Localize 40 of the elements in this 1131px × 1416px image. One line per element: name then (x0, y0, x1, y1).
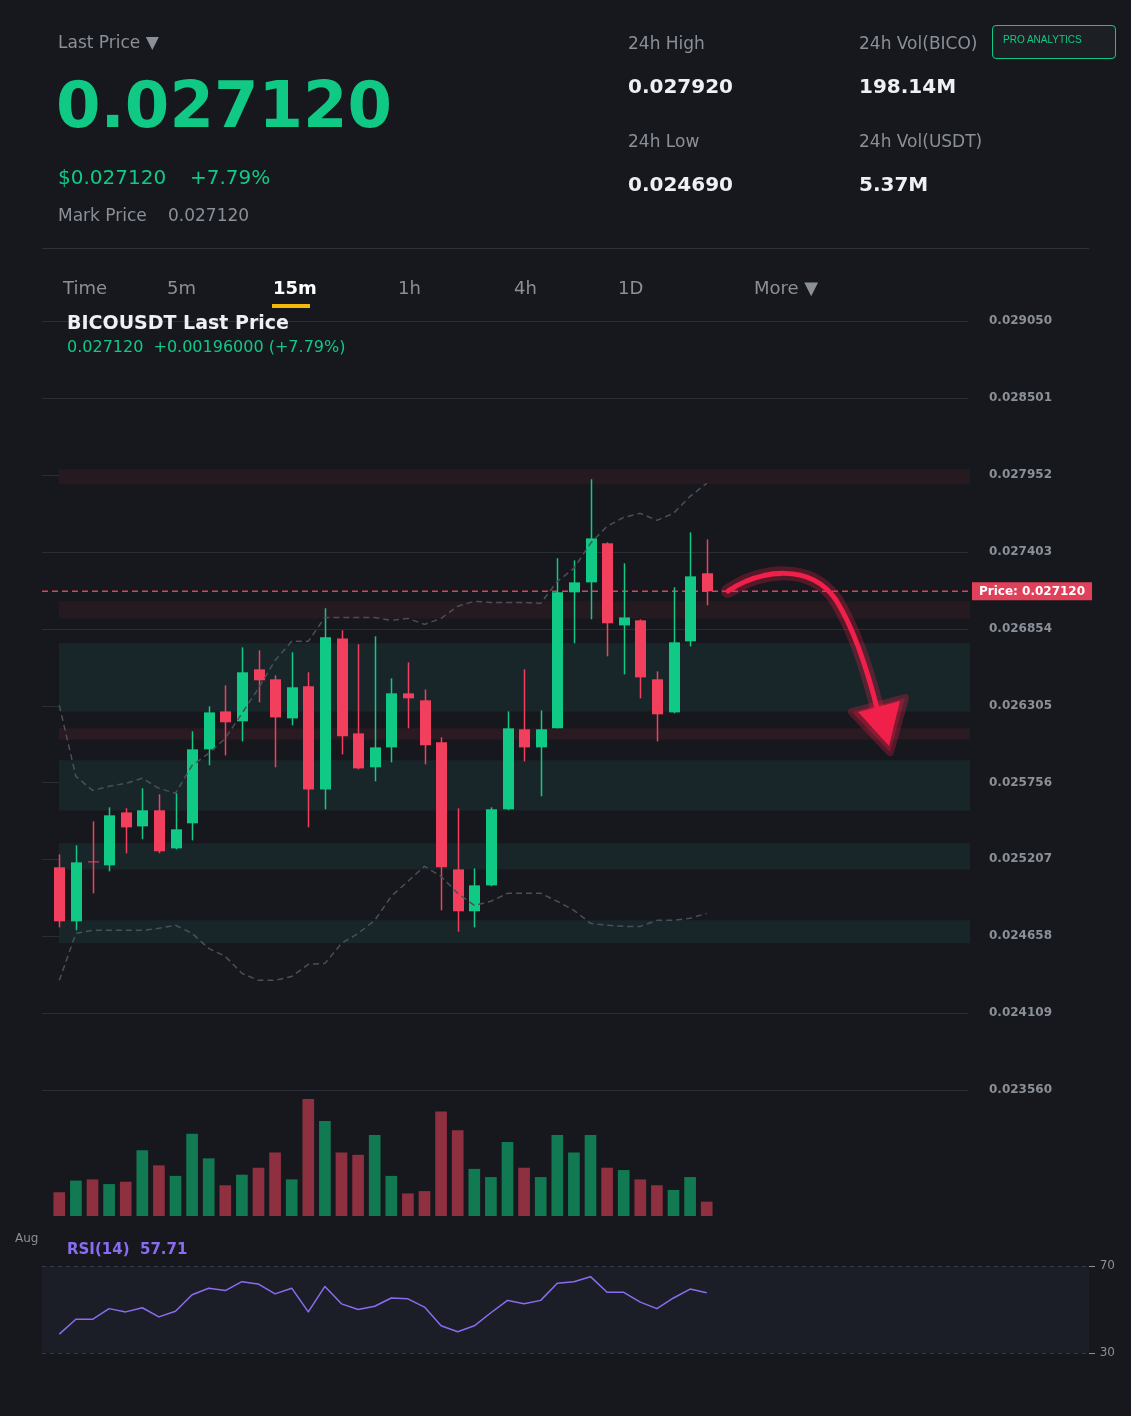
text: 24h High (628, 33, 705, 53)
text: 198.14M (859, 74, 957, 98)
text: 0.027120 +0.00196000 (+7.79%) (67, 337, 346, 356)
text: 24h Vol(BICO) (859, 33, 978, 53)
text: More ▼ (754, 277, 819, 298)
text: 4h (514, 277, 537, 298)
text: 15m (273, 277, 317, 298)
text: PRO ANALYTICS (992, 25, 1116, 59)
text: Aug (15, 1231, 39, 1245)
text: 0.027120 (168, 205, 250, 225)
y-tick-label: 0.026305 (988, 697, 1052, 712)
ref-line-label: Price: 0.027120 (979, 584, 1086, 599)
text: Time (63, 277, 108, 298)
text: Last Price ▼ (58, 32, 159, 52)
text: 5m (167, 277, 196, 298)
text: 0.027920 (628, 74, 734, 98)
text: $0.027120 (58, 165, 167, 189)
y-tick-label: 70 (1099, 1258, 1115, 1273)
text: 0.024690 (628, 172, 734, 196)
y-tick-label: 30 (1099, 1345, 1115, 1360)
chart-title: BICOUSDT Last Price (67, 311, 289, 333)
text: 24h Vol(USDT) (859, 131, 983, 151)
text: 1h (398, 277, 421, 298)
text: +7.79% (190, 165, 271, 189)
text: 5.37M (859, 172, 929, 196)
y-tick-label: 0.024658 (988, 928, 1052, 943)
y-tick-label: 0.026854 (988, 620, 1052, 635)
y-tick-label: 0.024109 (988, 1005, 1052, 1020)
y-tick-label: 0.025207 (988, 851, 1052, 866)
y-tick-label: 0.023560 (988, 1082, 1052, 1097)
y-tick-label: 0.027403 (988, 543, 1052, 558)
text: 1D (618, 277, 644, 298)
y-tick-label: 0.027952 (988, 466, 1052, 481)
text: Mark Price (58, 205, 147, 225)
y-tick-label: 0.025756 (988, 774, 1052, 789)
y-tick-label: 0.029050 (988, 313, 1052, 328)
text: 24h Low (628, 131, 700, 151)
text: 0.027120 (56, 68, 393, 142)
chart-title: RSI(14) 57.71 (67, 1240, 188, 1258)
y-tick-label: 0.028501 (988, 390, 1052, 405)
